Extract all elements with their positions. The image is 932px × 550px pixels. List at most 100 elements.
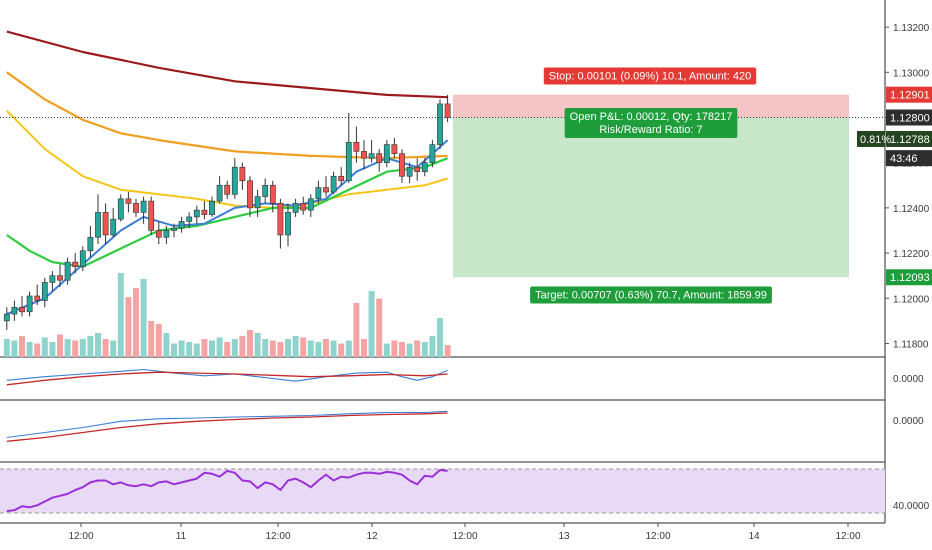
volume-bar (307, 340, 314, 357)
candle-body (95, 212, 101, 238)
candlesticks (3, 94, 451, 330)
time-axis[interactable]: 12:00 11 12:00 12 12:00 13 12:00 14 12:00 (68, 523, 861, 542)
volume-bar (163, 333, 170, 357)
volume-bar (3, 339, 10, 357)
rsi-tick-label: 40.0000 (893, 501, 930, 512)
x-tick-label: 12:00 (452, 531, 477, 542)
volume-bar (87, 336, 94, 357)
volume-bar (285, 339, 291, 357)
candle-body (269, 184, 276, 204)
volume-bar (186, 342, 193, 357)
y-tick-label: 1.11800 (893, 339, 929, 350)
candle-body (224, 184, 231, 195)
x-tick-label: 12 (366, 531, 378, 542)
volume-bar (345, 340, 352, 357)
candle-body (64, 261, 71, 281)
volume-bar (269, 340, 276, 357)
candle-body (315, 187, 322, 200)
candle-body (19, 306, 25, 313)
candle-body (171, 227, 177, 231)
volume-bar (41, 337, 48, 357)
candle-body (247, 180, 253, 209)
candle-body (49, 275, 56, 283)
volume-bar (444, 345, 451, 357)
candle-body (345, 142, 352, 182)
volume-bar (361, 339, 367, 357)
volume-bar (323, 339, 329, 357)
candle-body (292, 203, 299, 213)
x-tick-label: 14 (748, 531, 760, 542)
volume-bar (277, 342, 284, 357)
candle-body (231, 166, 238, 195)
price-badge-label: 1.12788 (890, 134, 930, 146)
ind2-tick-label: 0.0000 (893, 416, 924, 427)
candle-body (34, 295, 41, 301)
target-zone (453, 117, 849, 278)
indicator-panes (0, 368, 885, 514)
x-tick-label: 13 (558, 531, 570, 542)
ma-yellow (6, 109, 448, 209)
volume-bar (140, 279, 147, 357)
volume-bar (292, 336, 299, 357)
candle-body (239, 166, 246, 182)
candle-body (437, 103, 443, 145)
x-tick-label: 12:00 (265, 531, 290, 542)
candle-body (361, 151, 367, 159)
candle-body (72, 261, 79, 267)
volume-bar (19, 336, 25, 357)
volume-bar (49, 342, 56, 357)
volume-bar (421, 342, 428, 357)
volume-bar (300, 337, 307, 357)
ind2-blue (6, 410, 448, 439)
volume-bar (414, 340, 421, 357)
ma-green (6, 157, 449, 268)
ind1-red (6, 371, 448, 386)
volume-bar (201, 339, 208, 357)
pnl-label-bg (564, 108, 738, 138)
y-tick-label: 1.13200 (893, 23, 930, 34)
volume-bar (224, 342, 231, 357)
volume-bar (72, 340, 79, 357)
price-badge-label: 1.12901 (890, 90, 930, 102)
position-labels: Stop: 0.00101 (0.09%) 10.1, Amount: 420 … (530, 67, 772, 304)
volume-bar (429, 336, 436, 357)
candle-body (125, 198, 132, 204)
position-zones[interactable] (453, 94, 849, 278)
y-tick-label: 1.12400 (893, 204, 930, 215)
y-tick-label: 1.12200 (893, 249, 930, 260)
candle-body (140, 200, 147, 213)
volume-bar (171, 343, 177, 357)
candle-body (133, 203, 139, 213)
price-badge (886, 150, 932, 167)
volume-bar (133, 288, 139, 357)
y-tick-label: 1.12000 (893, 294, 930, 305)
candle-body (414, 166, 421, 173)
volume-bar (95, 333, 101, 357)
price-badge-label: 1.12800 (890, 112, 930, 124)
candle-body (429, 144, 436, 163)
candle-body (330, 175, 337, 193)
volume-bar (11, 340, 18, 357)
x-tick-label: 11 (176, 531, 187, 542)
volume-bar (391, 340, 398, 357)
candle-body (178, 221, 185, 229)
volume-bar (231, 339, 238, 357)
volume-bar (406, 343, 413, 357)
x-tick-label: 12:00 (835, 531, 860, 542)
volume-bar (247, 330, 253, 357)
candle-body (102, 212, 109, 236)
grid (0, 0, 886, 524)
candle-body (254, 196, 261, 209)
candle-body (300, 203, 307, 211)
stop-zone (453, 94, 849, 118)
candle-body (399, 153, 405, 177)
candle-body (383, 144, 390, 163)
volume-bar (178, 340, 185, 357)
candle-body (216, 184, 223, 202)
ind1-blue (6, 368, 448, 382)
volume-bar (34, 343, 41, 357)
volume-bar (64, 339, 71, 357)
volume-bar (26, 342, 33, 357)
